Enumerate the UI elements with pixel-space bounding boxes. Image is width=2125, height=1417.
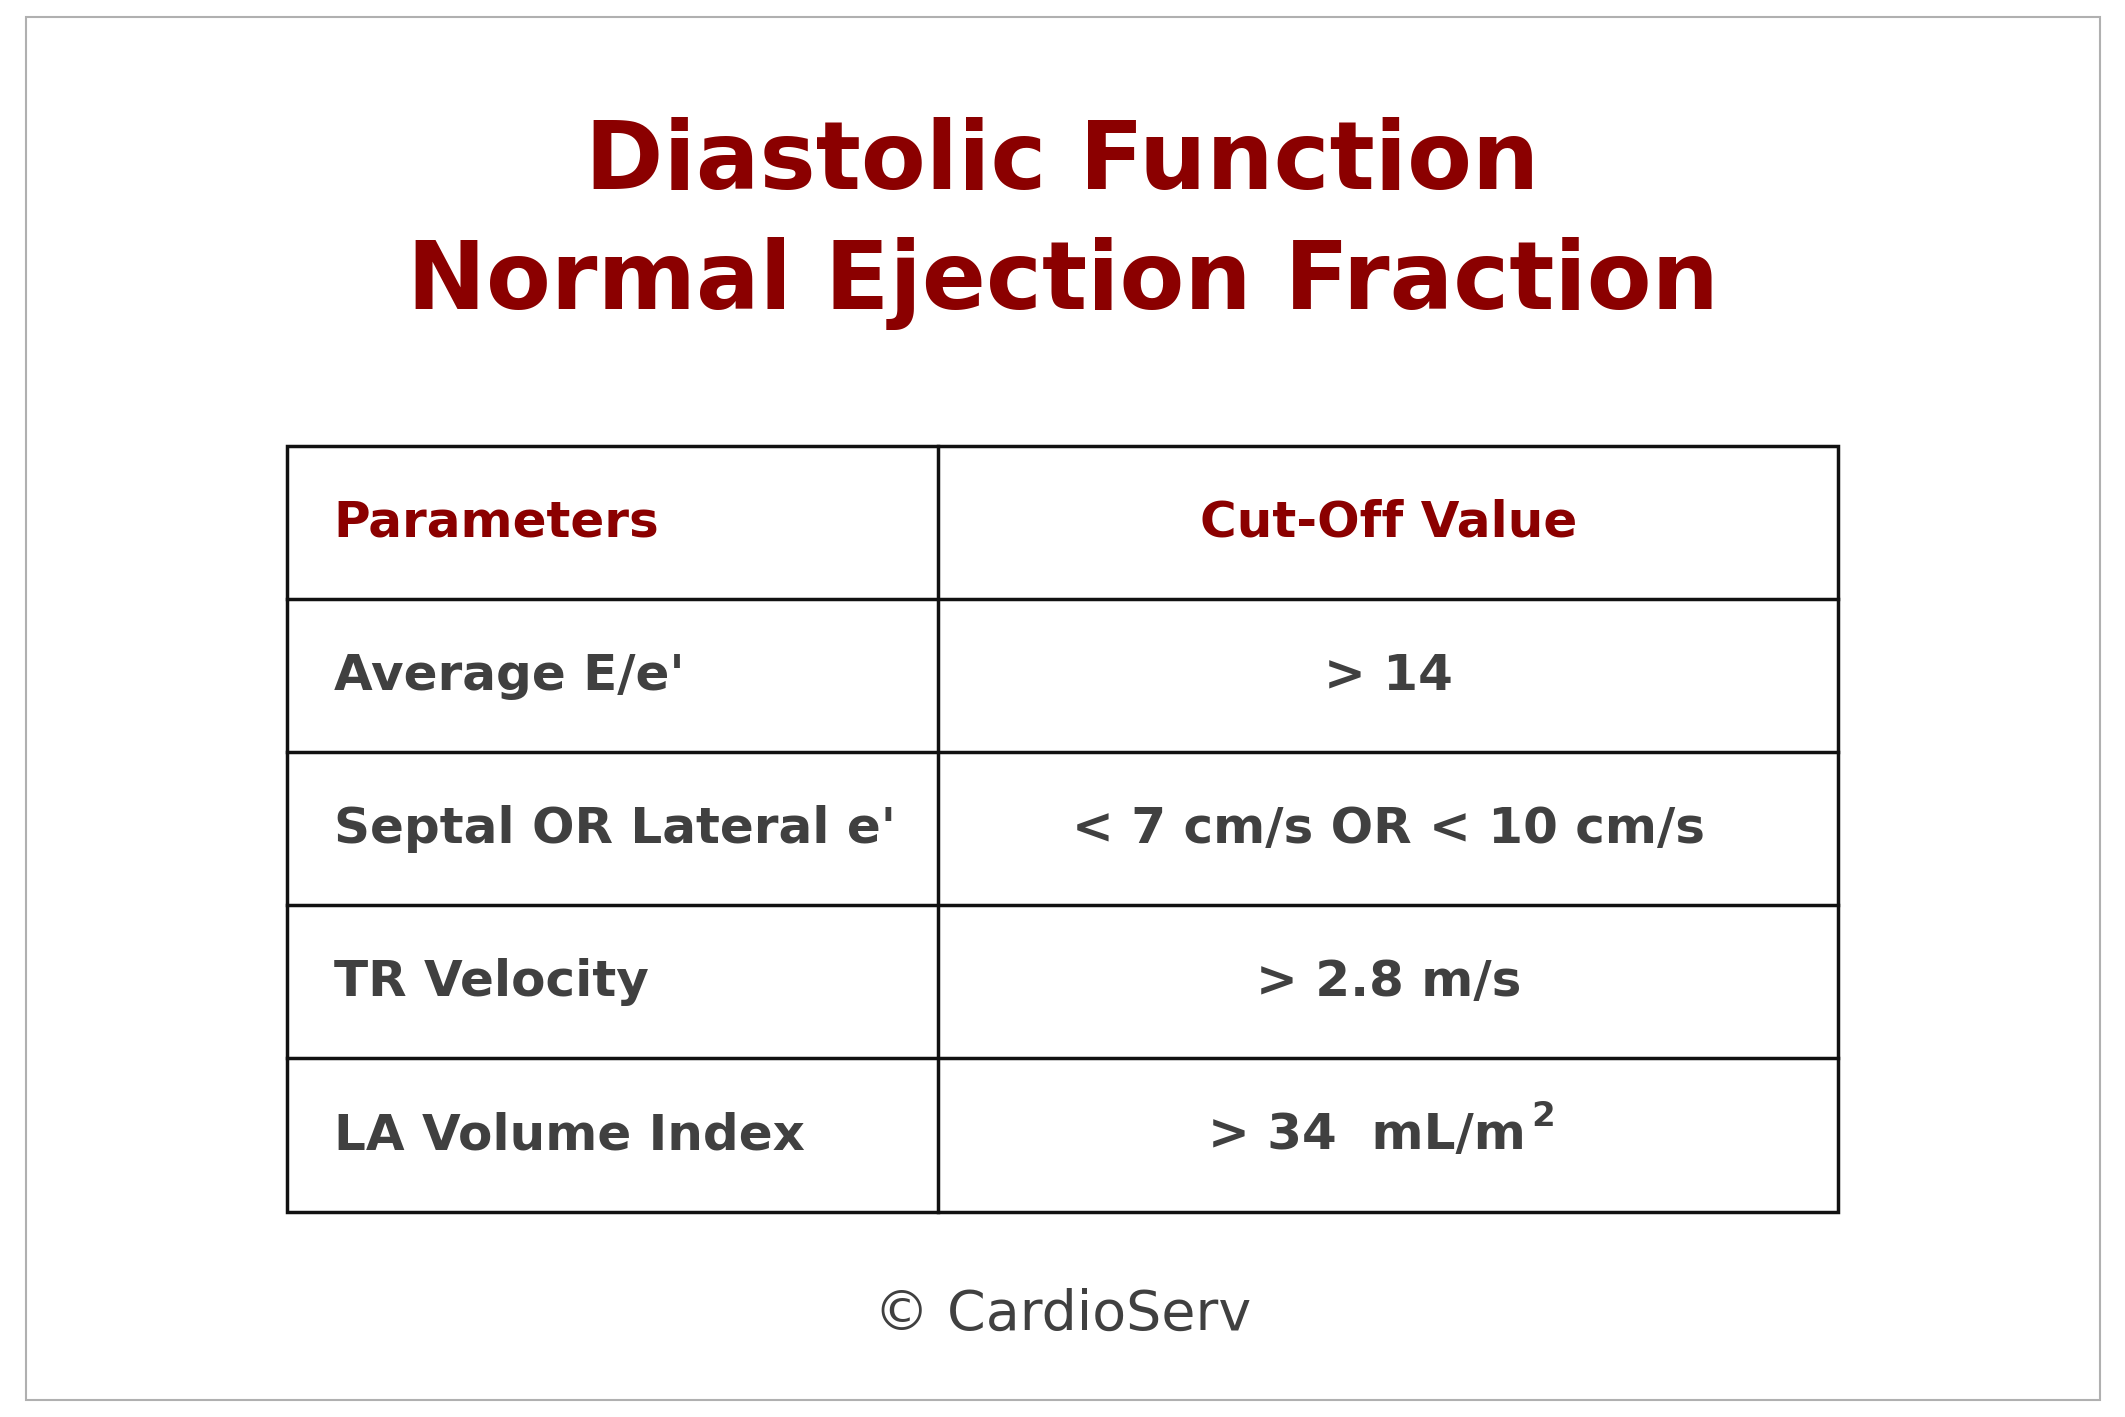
Text: Parameters: Parameters [334,499,659,547]
Text: > 34  mL/m: > 34 mL/m [1209,1111,1526,1159]
Text: > 14: > 14 [1324,652,1454,700]
Text: < 7 cm/s OR < 10 cm/s: < 7 cm/s OR < 10 cm/s [1071,805,1704,853]
Text: Normal Ejection Fraction: Normal Ejection Fraction [406,237,1719,330]
Text: Average E/e': Average E/e' [334,652,684,700]
Text: 2: 2 [1532,1100,1556,1134]
Text: LA Volume Index: LA Volume Index [334,1111,805,1159]
Text: Diastolic Function: Diastolic Function [584,118,1541,208]
FancyBboxPatch shape [26,17,2100,1400]
Bar [287,446,1838,1212]
Text: Cut-Off Value: Cut-Off Value [1201,499,1577,547]
Text: > 2.8 m/s: > 2.8 m/s [1256,958,1522,1006]
Text: © CardioServ: © CardioServ [873,1288,1252,1342]
Text: Septal OR Lateral e': Septal OR Lateral e' [334,805,895,853]
Text: TR Velocity: TR Velocity [334,958,648,1006]
